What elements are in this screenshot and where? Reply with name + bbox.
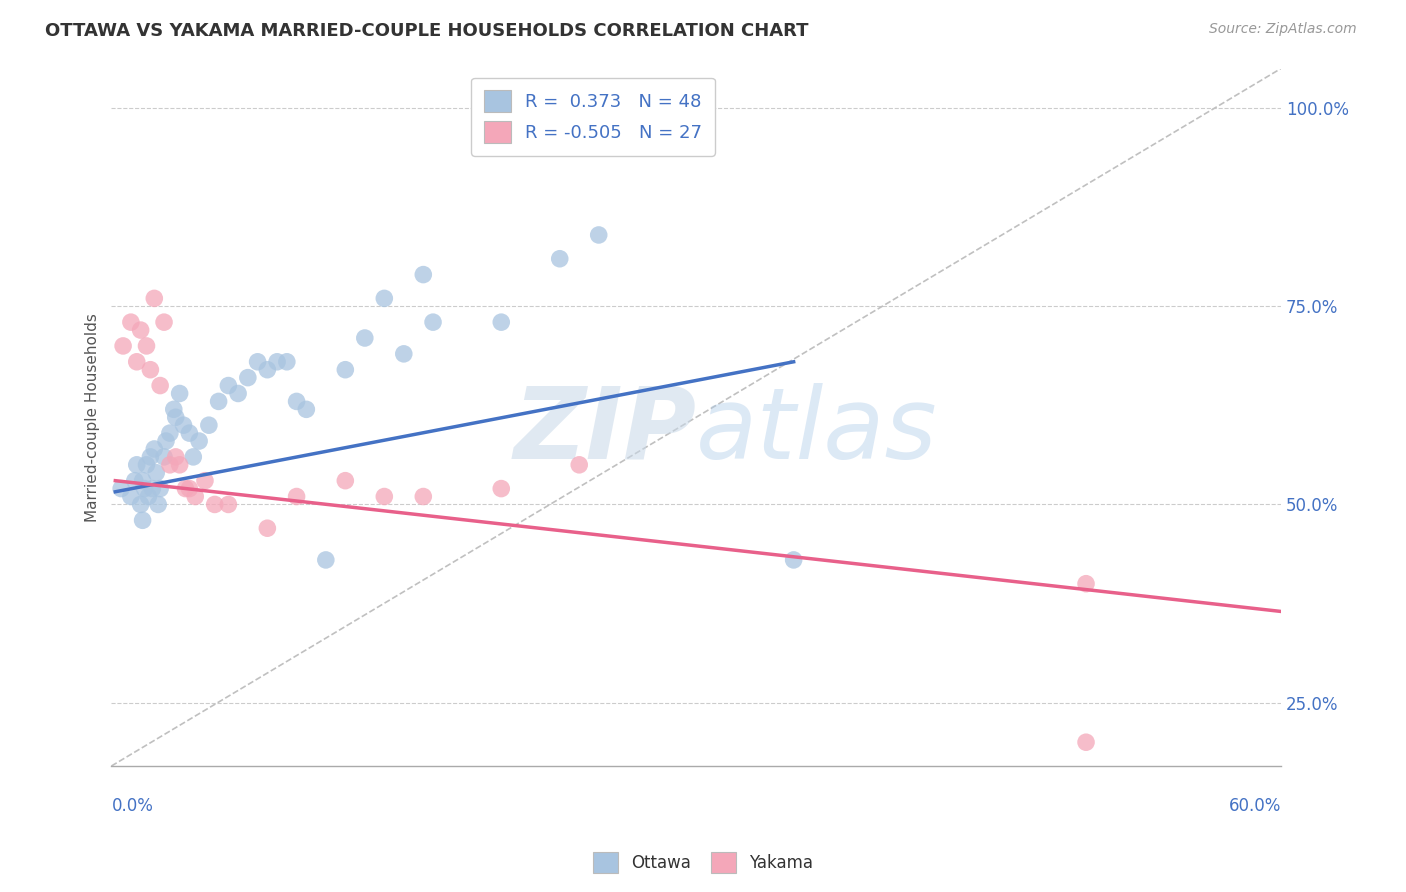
Point bbox=[217, 378, 239, 392]
Point bbox=[491, 315, 513, 329]
Point bbox=[112, 339, 135, 353]
Point bbox=[120, 315, 142, 329]
Point bbox=[353, 331, 375, 345]
Point bbox=[373, 291, 395, 305]
Point bbox=[204, 498, 226, 512]
Point bbox=[285, 490, 308, 504]
Point bbox=[149, 378, 172, 392]
Point bbox=[198, 418, 221, 433]
Point bbox=[124, 474, 146, 488]
Point bbox=[236, 370, 259, 384]
Point bbox=[217, 498, 239, 512]
Legend: R =  0.373   N = 48, R = -0.505   N = 27: R = 0.373 N = 48, R = -0.505 N = 27 bbox=[471, 78, 716, 156]
Point bbox=[226, 386, 249, 401]
Text: 0.0%: 0.0% bbox=[111, 797, 153, 814]
Point bbox=[194, 474, 217, 488]
Text: OTTAWA VS YAKAMA MARRIED-COUPLE HOUSEHOLDS CORRELATION CHART: OTTAWA VS YAKAMA MARRIED-COUPLE HOUSEHOL… bbox=[45, 22, 808, 40]
Point bbox=[149, 482, 172, 496]
Point bbox=[153, 450, 176, 464]
Point bbox=[165, 410, 187, 425]
Point bbox=[491, 482, 513, 496]
Point bbox=[335, 362, 357, 376]
Point bbox=[315, 553, 337, 567]
Point bbox=[256, 521, 278, 535]
Point bbox=[139, 450, 162, 464]
Point bbox=[174, 482, 197, 496]
Point bbox=[782, 553, 804, 567]
Text: 60.0%: 60.0% bbox=[1229, 797, 1281, 814]
Point bbox=[412, 490, 434, 504]
Point bbox=[246, 355, 269, 369]
Point bbox=[134, 482, 156, 496]
Point bbox=[131, 474, 153, 488]
Text: atlas: atlas bbox=[696, 383, 938, 480]
Point bbox=[120, 490, 142, 504]
Point bbox=[125, 458, 148, 472]
Point bbox=[139, 362, 162, 376]
Text: Source: ZipAtlas.com: Source: ZipAtlas.com bbox=[1209, 22, 1357, 37]
Point bbox=[335, 474, 357, 488]
Point bbox=[129, 498, 152, 512]
Point bbox=[295, 402, 318, 417]
Point bbox=[159, 458, 181, 472]
Point bbox=[276, 355, 298, 369]
Point bbox=[173, 418, 195, 433]
Point bbox=[163, 402, 186, 417]
Point bbox=[135, 458, 157, 472]
Y-axis label: Married-couple Households: Married-couple Households bbox=[86, 313, 100, 522]
Point bbox=[155, 434, 177, 448]
Point bbox=[110, 482, 132, 496]
Point bbox=[129, 323, 152, 337]
Point bbox=[373, 490, 395, 504]
Point bbox=[169, 458, 191, 472]
Point bbox=[143, 291, 166, 305]
Point bbox=[181, 450, 204, 464]
Point bbox=[188, 434, 211, 448]
Point bbox=[207, 394, 229, 409]
Point bbox=[588, 227, 610, 242]
Point bbox=[131, 513, 153, 527]
Point bbox=[184, 490, 207, 504]
Point bbox=[392, 347, 415, 361]
Legend: Ottawa, Yakama: Ottawa, Yakama bbox=[586, 846, 820, 880]
Point bbox=[1074, 735, 1097, 749]
Point bbox=[1074, 576, 1097, 591]
Point bbox=[135, 339, 157, 353]
Point bbox=[179, 426, 201, 441]
Point bbox=[568, 458, 591, 472]
Point bbox=[285, 394, 308, 409]
Point bbox=[412, 268, 434, 282]
Text: ZIP: ZIP bbox=[513, 383, 696, 480]
Point bbox=[141, 482, 163, 496]
Point bbox=[148, 498, 170, 512]
Point bbox=[143, 442, 166, 456]
Point bbox=[169, 386, 191, 401]
Point bbox=[179, 482, 201, 496]
Point bbox=[165, 450, 187, 464]
Point bbox=[256, 362, 278, 376]
Point bbox=[266, 355, 288, 369]
Point bbox=[153, 315, 176, 329]
Point bbox=[125, 355, 148, 369]
Point bbox=[159, 426, 181, 441]
Point bbox=[145, 466, 167, 480]
Point bbox=[422, 315, 444, 329]
Point bbox=[548, 252, 571, 266]
Point bbox=[138, 490, 160, 504]
